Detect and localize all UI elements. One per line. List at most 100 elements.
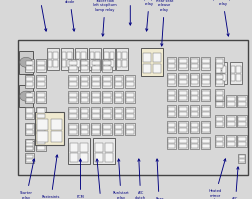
- Bar: [190, 128, 197, 132]
- Bar: [166, 89, 176, 101]
- Bar: [122, 60, 127, 67]
- Bar: [126, 82, 133, 86]
- Bar: [92, 61, 99, 65]
- Bar: [178, 73, 187, 86]
- Bar: [92, 109, 99, 113]
- Bar: [167, 123, 175, 127]
- Bar: [69, 77, 76, 81]
- Bar: [215, 66, 220, 73]
- Bar: [114, 93, 122, 97]
- Bar: [226, 115, 235, 127]
- Bar: [214, 57, 224, 70]
- Bar: [103, 98, 110, 102]
- Bar: [237, 142, 245, 146]
- Bar: [167, 64, 175, 68]
- Bar: [92, 66, 99, 70]
- Text: Trailer tow
right stop/turn
lamp relay: Trailer tow right stop/turn lamp relay: [88, 159, 114, 199]
- Bar: [48, 60, 52, 67]
- Bar: [26, 61, 33, 65]
- Bar: [190, 80, 197, 84]
- Bar: [36, 139, 45, 151]
- Bar: [103, 93, 110, 97]
- Bar: [37, 132, 48, 142]
- Bar: [69, 114, 76, 118]
- Bar: [215, 96, 223, 100]
- Bar: [92, 77, 99, 81]
- Text: Trailer tow
park lamp
relay: Trailer tow park lamp relay: [212, 0, 231, 36]
- Bar: [26, 114, 33, 118]
- Bar: [190, 112, 197, 116]
- Bar: [36, 59, 45, 72]
- Bar: [215, 74, 220, 81]
- Bar: [113, 123, 123, 135]
- Bar: [36, 107, 45, 119]
- Bar: [47, 48, 59, 70]
- Bar: [190, 96, 197, 100]
- Bar: [68, 138, 89, 164]
- Bar: [116, 60, 121, 67]
- Bar: [190, 144, 197, 148]
- Bar: [80, 114, 88, 118]
- Bar: [92, 98, 99, 102]
- Bar: [92, 82, 99, 86]
- Bar: [236, 95, 246, 107]
- Bar: [109, 60, 114, 67]
- Bar: [102, 75, 111, 88]
- Bar: [167, 80, 175, 84]
- Bar: [50, 119, 61, 130]
- Bar: [68, 91, 77, 103]
- Bar: [53, 60, 58, 67]
- Bar: [215, 117, 223, 121]
- Bar: [26, 143, 33, 146]
- Bar: [60, 48, 73, 70]
- Bar: [113, 107, 123, 119]
- Bar: [19, 51, 33, 74]
- Bar: [201, 80, 209, 84]
- Bar: [80, 130, 88, 134]
- Bar: [126, 130, 133, 134]
- Bar: [26, 155, 33, 158]
- Bar: [125, 91, 134, 103]
- Bar: [92, 130, 99, 134]
- Bar: [91, 123, 100, 135]
- Bar: [103, 109, 110, 113]
- Bar: [75, 60, 80, 67]
- Bar: [70, 143, 78, 152]
- Bar: [103, 125, 110, 129]
- Bar: [104, 153, 112, 162]
- Bar: [215, 91, 223, 95]
- Bar: [70, 153, 78, 162]
- Bar: [80, 93, 88, 97]
- Bar: [114, 130, 122, 134]
- Bar: [26, 146, 33, 150]
- Bar: [26, 93, 33, 97]
- Bar: [91, 107, 100, 119]
- Bar: [25, 107, 34, 119]
- Bar: [103, 77, 110, 81]
- Bar: [226, 95, 235, 107]
- Bar: [189, 137, 198, 149]
- Bar: [215, 97, 223, 101]
- Bar: [53, 52, 58, 59]
- Bar: [190, 91, 197, 95]
- Bar: [126, 125, 133, 129]
- Circle shape: [20, 57, 32, 67]
- Bar: [178, 137, 187, 149]
- Bar: [237, 117, 245, 121]
- Text: Heated
mirror
relay: Heated mirror relay: [208, 159, 225, 199]
- Bar: [215, 75, 223, 79]
- Bar: [178, 57, 187, 70]
- Bar: [201, 75, 209, 79]
- Text: Trailer tow
left stop/turn
lamp relay: Trailer tow left stop/turn lamp relay: [93, 0, 116, 36]
- Bar: [227, 102, 234, 106]
- Bar: [189, 105, 198, 117]
- Bar: [26, 147, 33, 150]
- Bar: [69, 125, 76, 129]
- Bar: [190, 107, 197, 111]
- Bar: [80, 66, 88, 70]
- Bar: [190, 64, 197, 68]
- Bar: [114, 109, 122, 113]
- Bar: [221, 66, 225, 73]
- Bar: [37, 61, 44, 65]
- Bar: [25, 139, 34, 151]
